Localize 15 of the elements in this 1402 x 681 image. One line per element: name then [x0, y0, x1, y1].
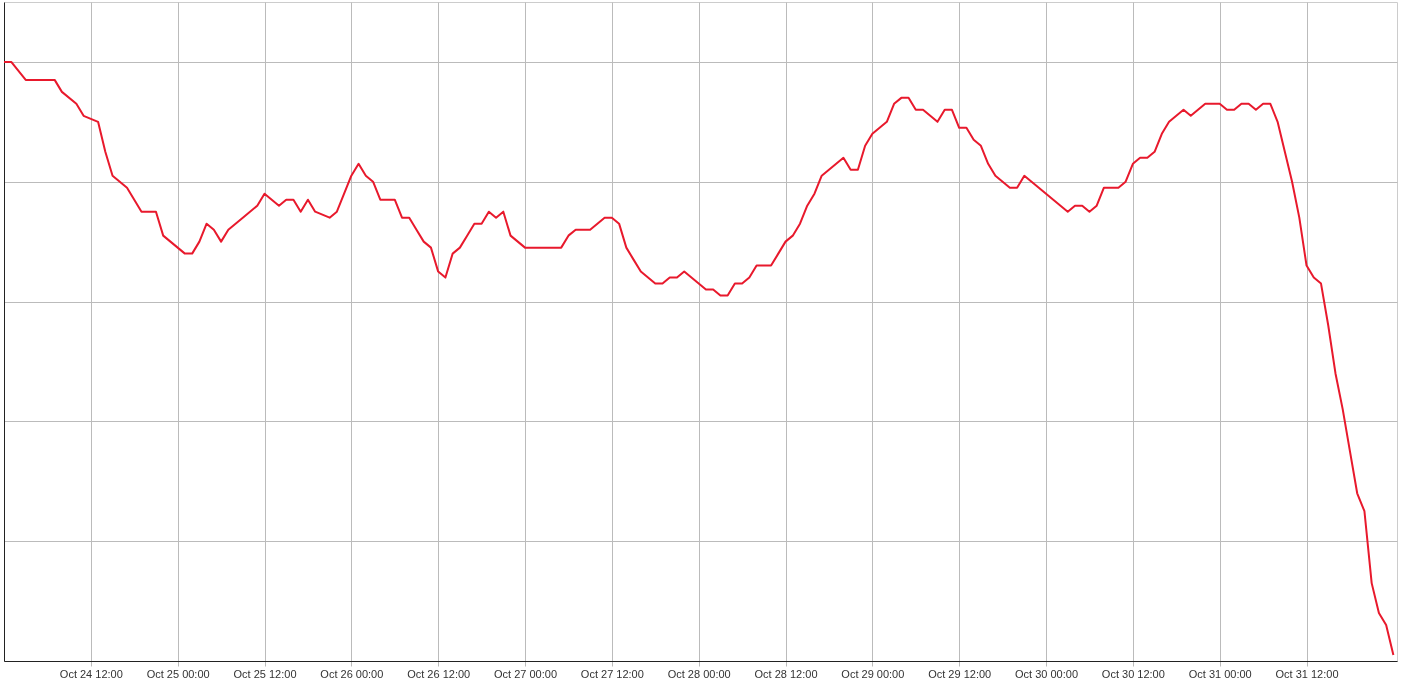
x-tick-label: Oct 25 00:00	[146, 667, 210, 680]
x-tick-label: Oct 26 00:00	[320, 667, 384, 680]
x-tick-label: Oct 29 12:00	[928, 667, 992, 680]
x-tick-label: Oct 29 00:00	[841, 667, 905, 680]
x-tick-label: Oct 27 12:00	[580, 667, 644, 680]
x-tick-label: Oct 28 12:00	[754, 667, 818, 680]
x-tick-label: Oct 26 12:00	[407, 667, 471, 680]
x-tick-label: Oct 24 12:00	[59, 667, 123, 680]
x-tick-label: Oct 27 00:00	[494, 667, 558, 680]
x-tick-label: Oct 25 12:00	[233, 667, 297, 680]
x-tick-label: Oct 31 12:00	[1275, 667, 1339, 680]
x-tick-label: Oct 30 12:00	[1101, 667, 1165, 680]
x-tick-label: Oct 28 00:00	[667, 667, 731, 680]
x-tick-label: Oct 30 00:00	[1015, 667, 1079, 680]
x-tick-label: Oct 31 00:00	[1188, 667, 1252, 680]
